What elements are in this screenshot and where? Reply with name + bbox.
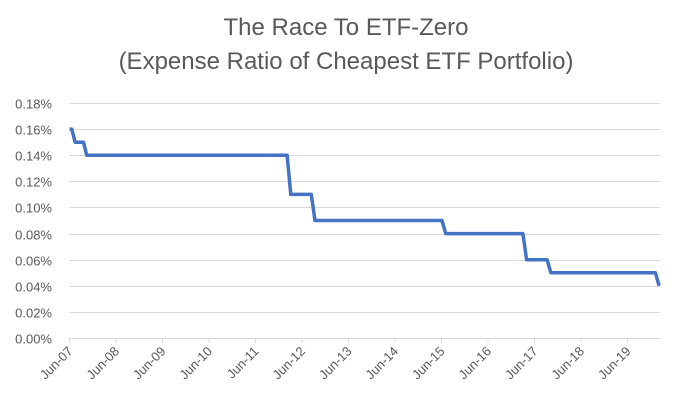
y-tick-label: 0.06%: [15, 254, 52, 269]
x-tick-label: Jun-17: [502, 344, 541, 383]
x-tick-label: Jun-14: [362, 344, 401, 383]
y-tick-label: 0.08%: [15, 228, 52, 243]
x-tick-label: Jun-12: [269, 344, 308, 383]
y-tick-label: 0.10%: [15, 201, 52, 216]
x-tick-label: Jun-15: [409, 344, 448, 383]
y-tick-label: 0.18%: [15, 97, 52, 112]
chart-title: The Race To ETF-Zero: [223, 14, 469, 41]
x-tick-label: Jun-09: [130, 344, 169, 383]
x-tick-label: Jun-08: [83, 344, 122, 383]
x-tick-label: Jun-11: [224, 344, 262, 382]
y-tick-label: 0.02%: [15, 306, 52, 321]
y-tick-label: 0.16%: [15, 123, 52, 138]
x-tick-label: Jun-07: [37, 344, 76, 383]
chart-subtitle: (Expense Ratio of Cheapest ETF Portfolio…: [118, 48, 574, 75]
x-tick-label: Jun-13: [316, 344, 355, 383]
x-tick-label: Jun-19: [595, 344, 634, 383]
y-tick-label: 0.04%: [15, 280, 52, 295]
y-tick-label: 0.14%: [15, 149, 52, 164]
x-tick-label: Jun-10: [176, 344, 215, 383]
series-line: [69, 127, 661, 287]
y-tick-label: 0.12%: [15, 175, 52, 190]
x-tick-label: Jun-16: [455, 344, 494, 383]
y-tick-label: 0.00%: [15, 332, 52, 347]
x-tick-label: Jun-18: [548, 344, 587, 383]
